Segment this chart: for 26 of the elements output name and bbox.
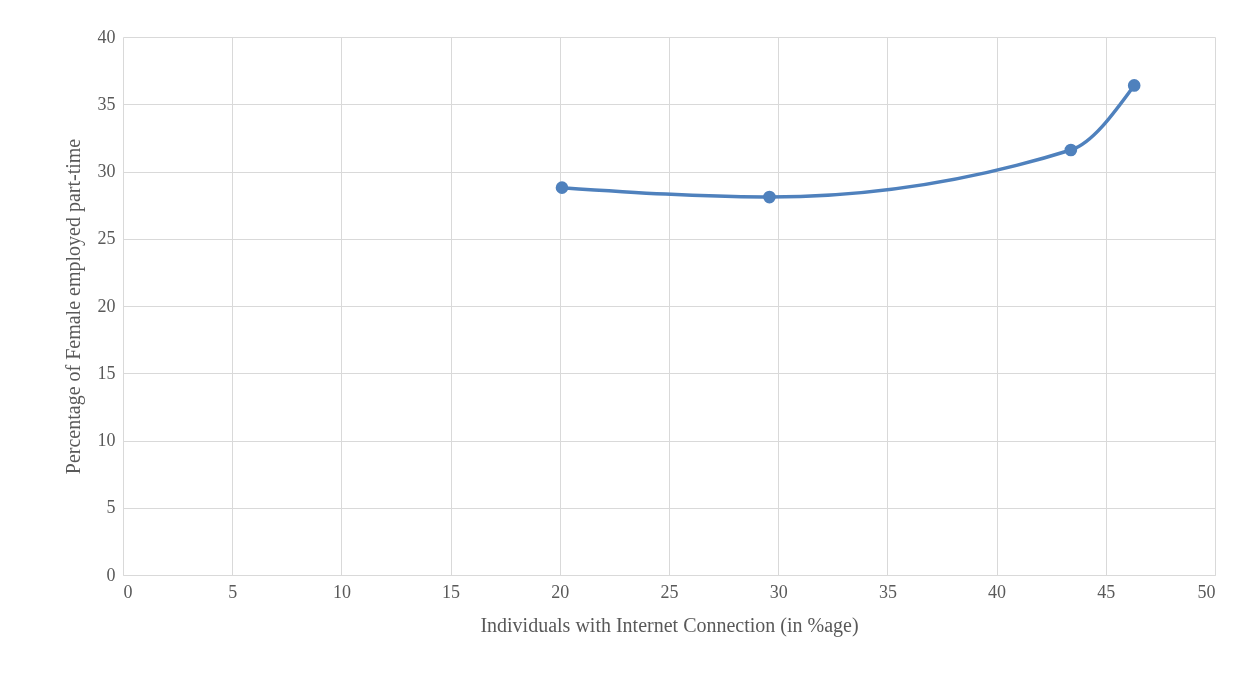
- y-tick-label: 5: [106, 497, 116, 518]
- x-tick-label: 10: [332, 581, 351, 602]
- y-tick-label: 0: [106, 564, 116, 585]
- x-tick-label: 40: [988, 581, 1007, 602]
- y-tick-label: 35: [97, 93, 116, 114]
- x-tick-label: 50: [1197, 581, 1216, 602]
- x-axis-title: Individuals with Internet Connection (in %age): [480, 613, 859, 637]
- point: [1064, 143, 1078, 157]
- y-tick-label: 25: [97, 228, 116, 249]
- point: [763, 190, 776, 204]
- y-axis-title: Percentage of Female employed part-time: [61, 138, 85, 475]
- point: [1127, 79, 1141, 92]
- x-tick-label: 0: [123, 581, 133, 602]
- x-tick-label: 25: [660, 581, 679, 602]
- y-tick-label: 15: [97, 362, 116, 383]
- y-tick-label: 20: [97, 295, 116, 316]
- y-tick-label: 30: [97, 161, 116, 181]
- y-tick-label: 40: [97, 26, 116, 47]
- y-tick-label: 10: [97, 430, 116, 450]
- x-tick-label: 35: [878, 581, 897, 602]
- x-tick-label: 30: [769, 581, 788, 602]
- x-tick-label: 5: [228, 581, 238, 602]
- x-tick-label: 15: [442, 581, 461, 602]
- x-tick-label: 20: [551, 581, 570, 602]
- point: [555, 181, 569, 194]
- x-tick-label: 45: [1097, 581, 1116, 602]
